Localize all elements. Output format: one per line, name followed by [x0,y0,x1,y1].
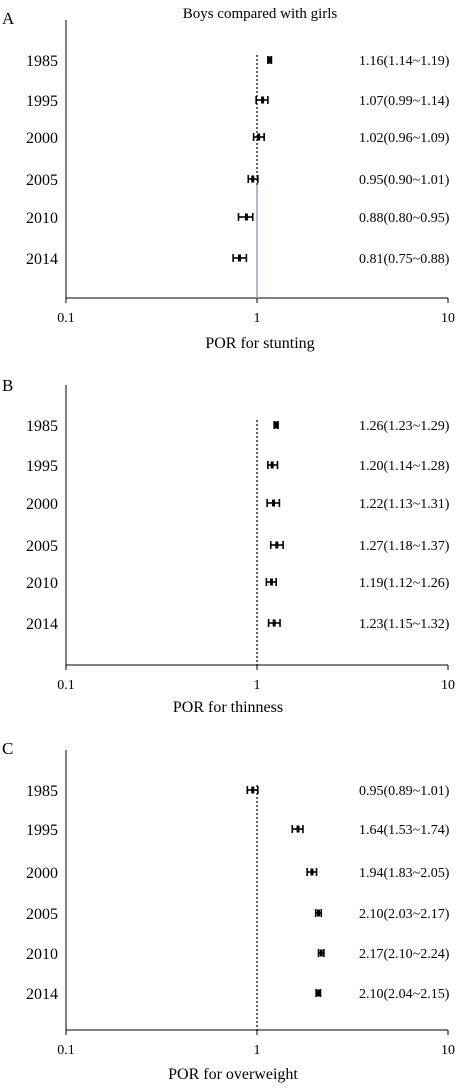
row-year-label: 1995 [26,822,58,839]
row-year-label: 1995 [26,93,58,110]
estimate-label: 1.07(0.99~1.14) [359,94,450,109]
estimate-label: 0.95(0.90~1.01) [359,173,450,188]
estimate-label: 0.88(0.80~0.95) [359,211,450,226]
row-year-label: 2005 [26,906,58,923]
row-year-label: 2000 [26,130,58,147]
x-tick-label: 0.1 [57,678,75,693]
point-estimate [251,786,255,794]
row-year-label: 2014 [26,616,58,633]
estimate-label: 2.10(2.04~2.15) [359,987,450,1002]
estimate-label: 1.02(0.96~1.09) [359,131,450,146]
estimate-label: 0.81(0.75~0.88) [359,252,450,267]
point-estimate [244,213,248,221]
row-year-label: 2014 [26,986,58,1003]
panel-label: A [2,9,15,28]
x-tick-label: 1 [254,678,261,693]
point-estimate [317,909,321,917]
panel-label: B [2,376,13,395]
point-estimate [257,133,261,141]
point-estimate [317,989,321,997]
chart-title: Boys compared with girls [183,6,338,22]
x-axis-label: POR for overweight [168,1066,298,1083]
point-estimate [310,868,314,876]
estimate-label: 1.16(1.14~1.19) [359,54,450,69]
point-estimate [251,175,255,183]
estimate-label: 0.95(0.89~1.01) [359,784,450,799]
x-tick-label: 10 [441,311,455,326]
estimate-label: 1.20(1.14~1.28) [359,459,450,474]
estimate-label: 1.22(1.13~1.31) [359,497,450,512]
row-year-label: 1985 [26,418,58,435]
estimate-label: 1.64(1.53~1.74) [359,823,450,838]
row-year-label: 2005 [26,172,58,189]
estimate-label: 1.27(1.18~1.37) [359,539,450,554]
estimate-label: 2.17(2.10~2.24) [359,947,450,962]
x-tick-label: 10 [441,1043,455,1058]
x-tick-label: 1 [254,311,261,326]
point-estimate [238,254,242,262]
row-year-label: 2005 [26,538,58,555]
point-estimate [269,578,273,586]
row-year-label: 2000 [26,865,58,882]
estimate-label: 2.10(2.03~2.17) [359,907,450,922]
row-year-label: 1985 [26,783,58,800]
point-estimate [274,421,278,429]
point-estimate [275,541,279,549]
row-year-label: 2010 [26,210,58,227]
x-axis-label: POR for thinness [173,699,283,716]
point-estimate [272,619,276,627]
row-year-label: 2010 [26,575,58,592]
x-tick-label: 0.1 [57,1043,75,1058]
estimate-label: 1.23(1.15~1.32) [359,617,450,632]
row-year-label: 1985 [26,53,58,70]
estimate-label: 1.26(1.23~1.29) [359,419,450,434]
estimate-label: 1.19(1.12~1.26) [359,576,450,591]
row-year-label: 2014 [26,251,58,268]
x-tick-label: 1 [254,1043,261,1058]
estimate-label: 1.94(1.83~2.05) [359,866,450,881]
panel-label: C [2,739,13,758]
point-estimate [319,949,323,957]
row-year-label: 2010 [26,946,58,963]
x-tick-label: 10 [441,678,455,693]
point-estimate [270,461,274,469]
row-year-label: 1995 [26,458,58,475]
point-estimate [261,96,265,104]
x-axis-label: POR for stunting [205,335,314,352]
x-tick-label: 0.1 [57,311,75,326]
point-estimate [296,825,300,833]
point-estimate [267,56,271,64]
row-year-label: 2000 [26,496,58,513]
point-estimate [271,499,275,507]
